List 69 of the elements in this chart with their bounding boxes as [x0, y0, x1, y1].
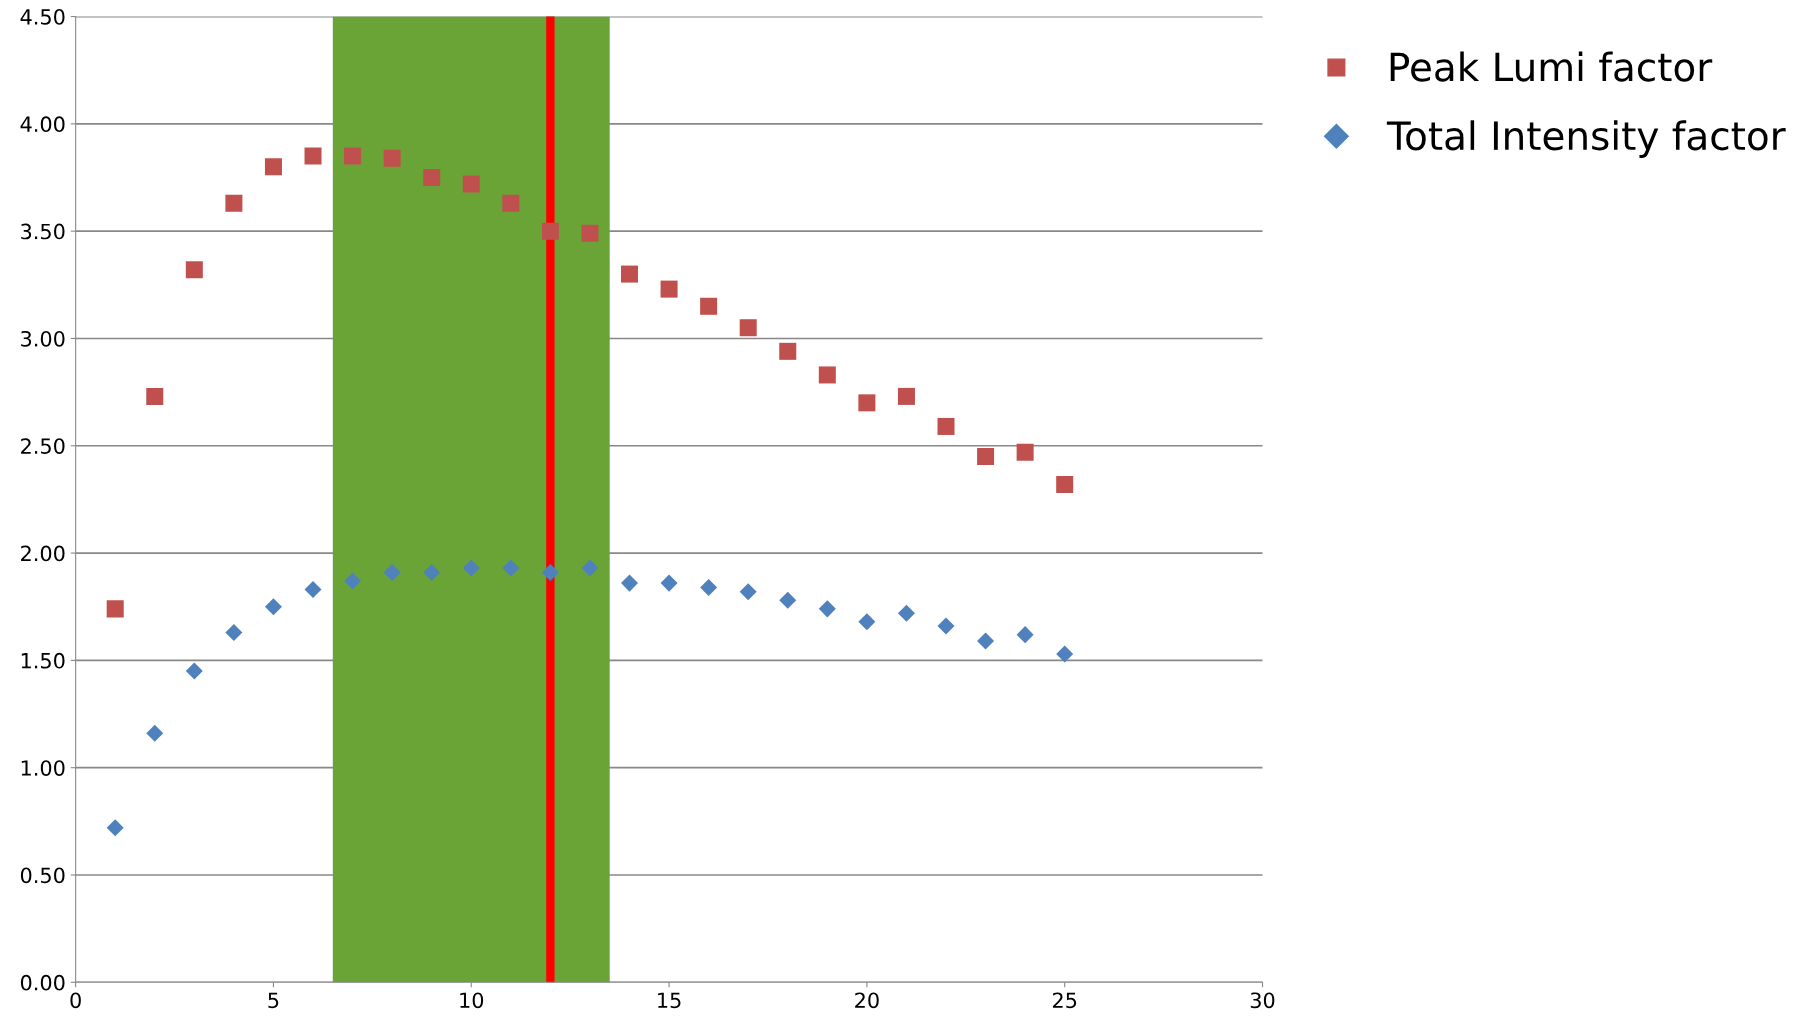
legend-label: Total Intensity factor	[1386, 120, 1786, 158]
point	[977, 447, 995, 466]
x-tick-label: 0	[70, 992, 81, 1009]
point	[225, 194, 243, 212]
point	[937, 617, 955, 635]
point	[225, 623, 243, 641]
point	[1016, 626, 1034, 644]
point	[739, 583, 757, 601]
point	[700, 578, 718, 596]
point	[423, 169, 441, 187]
point	[106, 600, 124, 618]
point	[818, 366, 836, 384]
y-tick-label: 4.50	[20, 9, 65, 25]
point	[581, 224, 599, 242]
point	[146, 387, 164, 405]
point	[541, 563, 559, 581]
point	[264, 158, 282, 176]
point	[304, 147, 322, 165]
point	[185, 261, 203, 279]
point	[304, 581, 322, 599]
x-tick-label: 5	[268, 992, 279, 1009]
y-tick-label: 3.00	[21, 330, 65, 347]
point	[897, 387, 915, 405]
point	[739, 319, 757, 337]
x-tick-label: 25	[1052, 992, 1077, 1009]
point	[344, 572, 362, 590]
point	[106, 819, 124, 837]
point	[937, 417, 955, 435]
point	[858, 394, 876, 412]
x-tick-label: 15	[658, 992, 681, 1009]
point	[779, 591, 797, 609]
point	[1016, 443, 1034, 461]
point	[423, 563, 441, 581]
point	[700, 297, 718, 315]
y-tick-label: 1.00	[21, 760, 65, 776]
y-tick-label: 4.00	[20, 116, 65, 133]
point	[541, 222, 559, 240]
point	[1056, 475, 1074, 493]
y-tick-label: 3.50	[21, 223, 65, 240]
point	[621, 574, 639, 592]
x-tick-label: 30	[1250, 992, 1275, 1009]
point	[264, 598, 282, 616]
point	[858, 613, 876, 631]
legend-label: Peak Lumi factor	[1390, 51, 1713, 82]
x-tick-label: 10	[460, 992, 484, 1009]
point	[185, 662, 203, 680]
y-tick-label: 2.00	[21, 545, 65, 562]
point	[660, 574, 678, 592]
point	[581, 559, 599, 577]
point	[502, 559, 520, 577]
point	[660, 280, 678, 298]
point	[344, 147, 362, 165]
y-tick-label: 0.50	[20, 867, 65, 884]
point	[502, 194, 520, 212]
point	[462, 559, 480, 577]
y-tick-label: 2.50	[21, 438, 65, 454]
point	[383, 149, 401, 167]
point	[1056, 645, 1074, 663]
x-tick-label: 20	[855, 992, 879, 1009]
point	[146, 724, 164, 742]
point	[621, 265, 639, 283]
y-tick-label: 1.50	[21, 652, 65, 669]
point	[897, 604, 915, 622]
point	[818, 600, 836, 618]
point	[977, 632, 995, 650]
y-tick-label: 0.00	[20, 974, 65, 991]
point	[779, 342, 797, 360]
point	[462, 175, 480, 193]
point	[383, 563, 401, 581]
